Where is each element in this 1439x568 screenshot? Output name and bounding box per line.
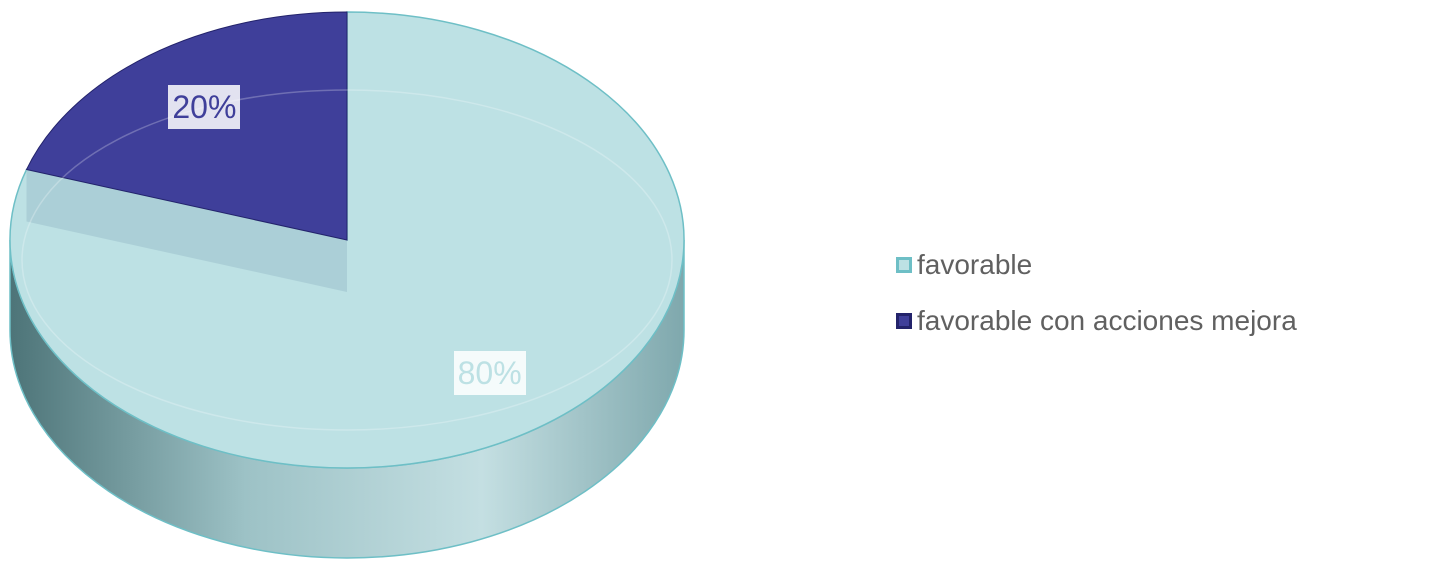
pie-cut-face-favorable bbox=[26, 169, 347, 292]
legend-label-favorable-con-acciones-mejora: favorable con acciones mejora bbox=[917, 305, 1297, 336]
legend-swatch-favorable-con-acciones-mejora bbox=[896, 313, 912, 329]
slice-label-favorable-con-acciones-mejora: 20% bbox=[168, 85, 241, 130]
legend-label-favorable: favorable bbox=[917, 249, 1033, 280]
pie-top-highlight bbox=[21, 89, 673, 431]
legend-item-favorable[interactable]: favorable bbox=[896, 244, 1297, 286]
slice-label-favorable: 80% bbox=[453, 350, 526, 395]
legend: favorable favorable con acciones mejora bbox=[896, 244, 1297, 356]
legend-item-favorable-con-acciones-mejora[interactable]: favorable con acciones mejora bbox=[896, 300, 1297, 342]
legend-swatch-favorable bbox=[896, 257, 912, 273]
